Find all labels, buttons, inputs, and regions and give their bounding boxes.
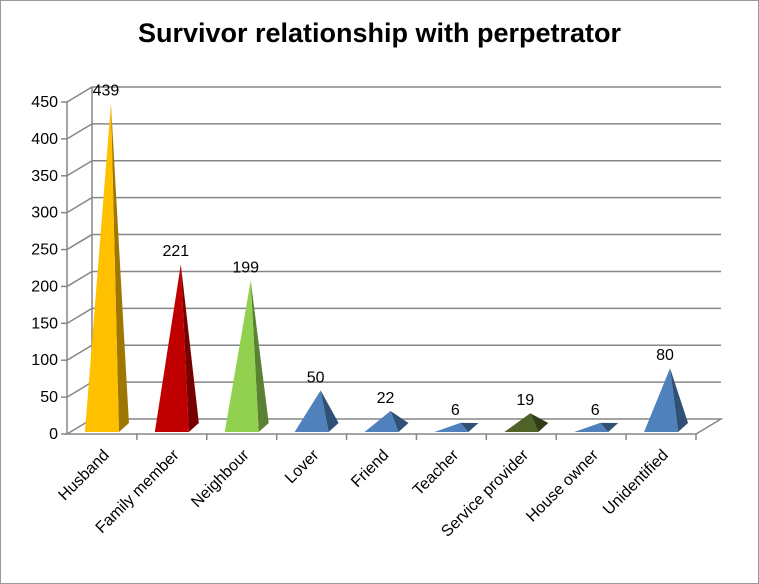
pyramid-side-face [180, 264, 199, 432]
x-tick-label: House owner [523, 446, 602, 525]
pyramid-front-face [294, 390, 329, 432]
data-label: 6 [591, 402, 600, 419]
y-tick-label: 350 [31, 168, 58, 185]
data-label: 50 [307, 369, 325, 386]
y-tick-label: 300 [31, 205, 58, 222]
pyramid-side-face [250, 280, 269, 432]
pyramid-front-face [224, 280, 259, 432]
pyramid-side-face [320, 390, 339, 432]
y-tick-label: 150 [31, 315, 58, 332]
gridline [66, 270, 721, 288]
data-label: 6 [451, 402, 460, 419]
y-tick-label: 50 [40, 389, 58, 406]
x-tick-label: Friend [348, 447, 392, 491]
y-tick-label: 100 [31, 352, 58, 369]
gridline [66, 344, 721, 361]
pyramid-front-face [644, 368, 679, 432]
data-labels: 439 221 199 50 22 6 19 6 80 [93, 82, 674, 418]
pyramid-front-face [434, 422, 469, 432]
pyramid-side-face [390, 411, 409, 432]
x-tick-label: Teacher [410, 446, 463, 499]
pyramid-front-face [574, 422, 609, 432]
y-tick-label: 0 [49, 426, 58, 443]
y-axis-ticks: 0 50 100 150 200 250 300 350 400 450 [31, 94, 67, 443]
data-label: 19 [516, 392, 534, 409]
gridline [66, 307, 721, 324]
pyramid-marks [84, 103, 689, 433]
gridline [66, 160, 721, 177]
chart-title: Survivor relationship with perpetrator [137, 18, 622, 48]
pyramid-side-face [530, 413, 549, 432]
data-label: 80 [656, 347, 674, 364]
x-tick-label: Neighbour [188, 446, 253, 511]
x-tick-label: Unidentified [600, 447, 672, 519]
gridlines [66, 86, 721, 398]
x-tick-label: Husband [55, 447, 112, 504]
pyramid-side-face [460, 422, 479, 432]
pyramid-side-face [600, 422, 619, 432]
data-label: 439 [93, 82, 120, 99]
gridline [66, 233, 721, 251]
data-label: 199 [232, 259, 259, 276]
pyramid-front-face [84, 103, 119, 433]
pyramid-front-face [504, 413, 539, 432]
data-label: 22 [377, 390, 395, 407]
data-label: 221 [162, 243, 189, 260]
pyramid-front-face [154, 264, 189, 432]
pyramid-side-face [110, 103, 129, 433]
pyramid-front-face [364, 411, 399, 432]
y-tick-label: 450 [31, 94, 58, 111]
y-tick-label: 250 [31, 242, 58, 259]
gridline [66, 196, 721, 214]
gridline [66, 123, 721, 140]
x-tick-label: Lover [282, 446, 323, 487]
pyramid-side-face [670, 368, 689, 432]
gridline [66, 86, 721, 103]
y-tick-label: 200 [31, 278, 58, 295]
y-tick-label: 400 [31, 131, 58, 148]
